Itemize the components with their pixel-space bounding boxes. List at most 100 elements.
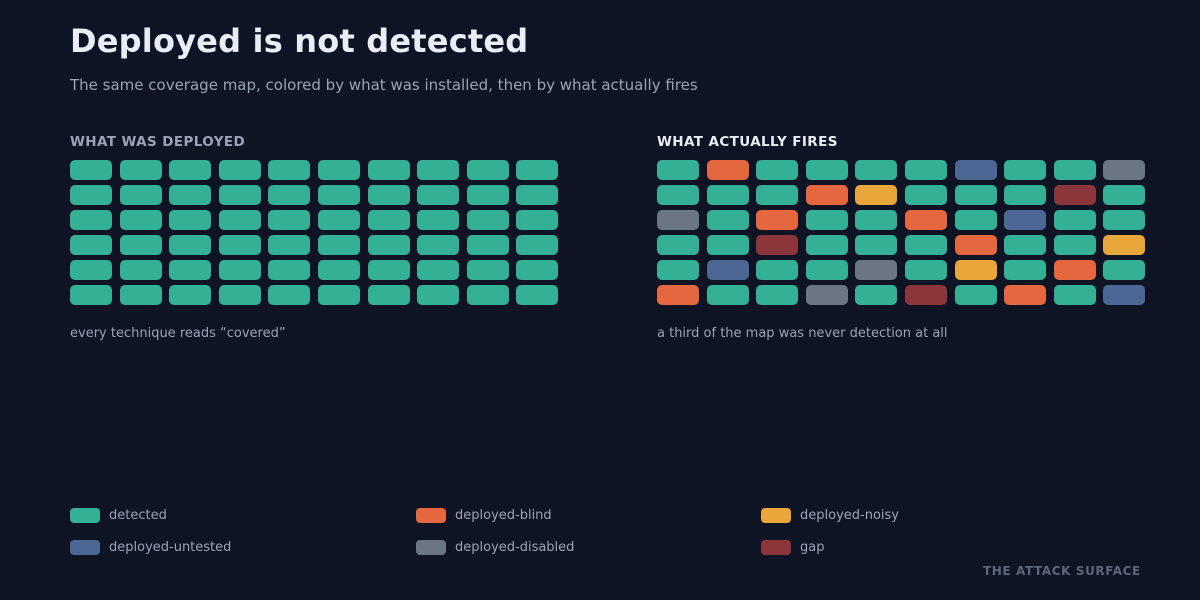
cell-detected	[317, 160, 360, 180]
cell-deployed-noisy	[855, 185, 898, 205]
cell-detected	[516, 235, 559, 255]
cell-detected	[317, 285, 360, 305]
cell-deployed-noisy	[1103, 235, 1146, 255]
legend-label: detected	[109, 508, 167, 523]
cell-detected	[756, 160, 799, 180]
cell-detected	[516, 160, 559, 180]
cell-detected	[119, 185, 162, 205]
cell-detected	[70, 235, 112, 255]
cell-deployed-disabled	[855, 260, 898, 280]
cell-detected	[466, 210, 509, 230]
cell-detected	[706, 185, 749, 205]
cell-detected	[756, 260, 799, 280]
legend-label: deployed-untested	[109, 540, 232, 555]
cell-detected	[417, 160, 460, 180]
cell-deployed-blind	[904, 210, 947, 230]
cell-deployed-untested	[1004, 210, 1047, 230]
brand-wordmark: THE ATTACK SURFACE	[983, 564, 1141, 578]
cell-deployed-blind	[756, 210, 799, 230]
legend-swatch	[761, 540, 791, 555]
cell-deployed-blind	[657, 285, 699, 305]
cell-detected	[805, 160, 848, 180]
legend-swatch	[416, 508, 446, 523]
cell-detected	[169, 210, 212, 230]
cell-detected	[367, 235, 410, 255]
cell-detected	[1053, 210, 1096, 230]
cell-detected	[119, 235, 162, 255]
cell-detected	[855, 235, 898, 255]
legend-swatch	[70, 540, 100, 555]
cell-detected	[417, 235, 460, 255]
cell-detected	[367, 185, 410, 205]
cell-detected	[317, 260, 360, 280]
cell-detected	[1053, 235, 1096, 255]
cell-detected	[657, 160, 699, 180]
fires-panel: WHAT ACTUALLY FIRES	[657, 134, 1147, 305]
cell-detected	[657, 185, 699, 205]
cell-detected	[119, 285, 162, 305]
legend-item-deployed-disabled: deployed-disabled	[416, 540, 574, 555]
cell-detected	[657, 235, 699, 255]
cell-detected	[756, 185, 799, 205]
cell-detected	[70, 285, 112, 305]
cell-detected	[119, 160, 162, 180]
cell-deployed-untested	[706, 260, 749, 280]
legend-swatch	[70, 508, 100, 523]
cell-deployed-untested	[954, 160, 997, 180]
cell-detected	[954, 210, 997, 230]
legend-item-detected: detected	[70, 508, 167, 523]
cell-deployed-untested	[1103, 285, 1146, 305]
cell-detected	[1004, 235, 1047, 255]
cell-detected	[1103, 260, 1146, 280]
cell-deployed-blind	[706, 160, 749, 180]
cell-detected	[367, 260, 410, 280]
legend-item-gap: gap	[761, 540, 824, 555]
cell-deployed-disabled	[1103, 160, 1146, 180]
deployed-panel-title: WHAT WAS DEPLOYED	[70, 134, 246, 150]
cell-detected	[417, 210, 460, 230]
cell-detected	[218, 260, 261, 280]
cell-detected	[1053, 160, 1096, 180]
legend-item-deployed-noisy: deployed-noisy	[761, 508, 899, 523]
deployed-caption: every technique reads “covered”	[70, 326, 286, 341]
cell-detected	[169, 160, 212, 180]
cell-deployed-blind	[805, 185, 848, 205]
cell-detected	[516, 260, 559, 280]
cell-detected	[218, 185, 261, 205]
cell-detected	[268, 210, 311, 230]
cell-detected	[169, 285, 212, 305]
cell-detected	[805, 235, 848, 255]
cell-detected	[119, 260, 162, 280]
cell-detected	[855, 285, 898, 305]
cell-detected	[805, 210, 848, 230]
cell-detected	[70, 260, 112, 280]
cell-detected	[466, 260, 509, 280]
legend-swatch	[761, 508, 791, 523]
page-subtitle: The same coverage map, colored by what w…	[70, 76, 698, 94]
cell-detected	[855, 160, 898, 180]
cell-detected	[904, 260, 947, 280]
cell-deployed-blind	[1004, 285, 1047, 305]
cell-detected	[1004, 185, 1047, 205]
cell-detected	[904, 160, 947, 180]
cell-detected	[70, 210, 112, 230]
cell-detected	[904, 235, 947, 255]
cell-detected	[218, 235, 261, 255]
cell-deployed-noisy	[954, 260, 997, 280]
cell-detected	[1004, 160, 1047, 180]
cell-gap	[904, 285, 947, 305]
cell-detected	[317, 185, 360, 205]
legend-item-deployed-blind: deployed-blind	[416, 508, 552, 523]
cell-detected	[516, 210, 559, 230]
cell-detected	[855, 210, 898, 230]
cell-detected	[706, 210, 749, 230]
cell-deployed-blind	[1053, 260, 1096, 280]
page-title: Deployed is not detected	[70, 22, 529, 60]
cell-gap	[1053, 185, 1096, 205]
cell-deployed-blind	[954, 235, 997, 255]
cell-detected	[367, 160, 410, 180]
cell-detected	[218, 160, 261, 180]
cell-detected	[169, 185, 212, 205]
fires-grid	[657, 160, 1147, 305]
cell-detected	[367, 210, 410, 230]
